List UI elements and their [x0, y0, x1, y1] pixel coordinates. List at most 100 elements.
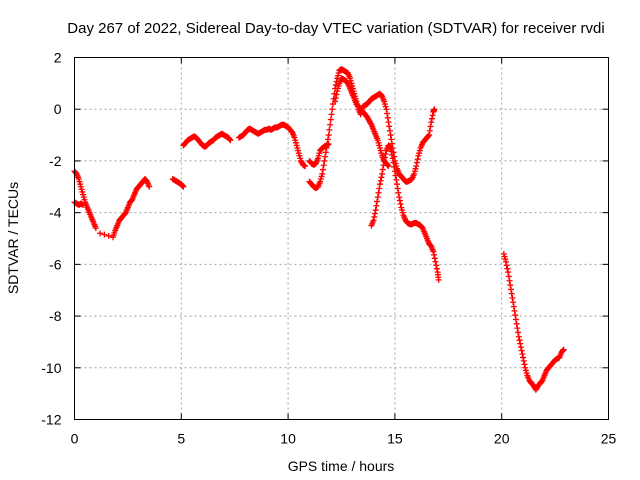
data-point [387, 132, 394, 139]
data-point [376, 181, 383, 188]
data-point [179, 182, 186, 189]
data-point [513, 320, 520, 327]
data-point [519, 350, 526, 357]
data-point [371, 213, 378, 220]
data-point [515, 333, 522, 340]
data-point [332, 82, 339, 89]
data-point [386, 144, 393, 151]
data-point [375, 189, 382, 196]
data-point [426, 127, 433, 134]
data-point [327, 116, 334, 123]
data-point [381, 157, 388, 164]
data-point [521, 361, 528, 368]
data-point [394, 185, 401, 192]
data-point [374, 198, 381, 205]
data-point [392, 172, 399, 179]
data-point [332, 95, 339, 102]
x-tick-labels: 0 5 10 15 20 25 [71, 431, 617, 447]
data-point [435, 276, 442, 283]
data-point [389, 151, 396, 158]
data-series [71, 168, 153, 241]
y-tick-label: -12 [41, 412, 61, 428]
data-point [327, 121, 334, 128]
data-point [382, 151, 389, 158]
data-point [379, 170, 386, 177]
data-point [384, 110, 391, 117]
data-point [377, 177, 384, 184]
data-point [432, 258, 439, 265]
data-point [385, 119, 392, 126]
data-point [371, 210, 378, 217]
data-point [376, 185, 383, 192]
data-point [374, 194, 381, 201]
data-point [413, 159, 420, 166]
data-point [559, 347, 566, 354]
data-point [516, 337, 523, 344]
data-point [321, 157, 328, 164]
data-point [396, 194, 403, 201]
data-point [429, 112, 436, 119]
data-point [319, 170, 326, 177]
data-series [169, 176, 187, 190]
data-point [390, 159, 397, 166]
data-point [328, 111, 335, 118]
data-point [329, 106, 336, 113]
data-point [385, 163, 392, 170]
data-point [389, 155, 396, 162]
x-axis-label: GPS time / hours [288, 458, 395, 474]
chart-title: Day 267 of 2022, Sidereal Day-to-day VTE… [67, 20, 604, 37]
data-point [512, 312, 519, 319]
data-point [505, 269, 512, 276]
data-point [520, 357, 527, 364]
data-point [373, 202, 380, 209]
x-tick-label: 25 [601, 431, 617, 447]
data-point [427, 123, 434, 130]
data-point [387, 145, 394, 151]
data-point [180, 183, 187, 190]
y-tick-label: -6 [49, 256, 62, 272]
data-point [324, 140, 331, 147]
data-point [332, 98, 339, 105]
data-point [514, 325, 521, 332]
data-points [71, 66, 567, 393]
data-point [322, 153, 329, 160]
data-point [431, 251, 438, 258]
data-point [512, 316, 519, 323]
data-point [325, 132, 332, 139]
data-point [326, 126, 333, 133]
data-point [517, 340, 524, 347]
data-point [372, 207, 379, 214]
data-point [515, 329, 522, 336]
data-point [502, 258, 509, 265]
y-tick-label: 0 [54, 101, 62, 117]
data-point [426, 132, 433, 139]
data-point [511, 307, 518, 314]
data-point [425, 132, 432, 139]
x-tick-label: 5 [177, 431, 185, 447]
axis-ticks [74, 57, 609, 420]
x-tick-label: 20 [494, 431, 510, 447]
data-point [97, 230, 104, 237]
data-point [384, 114, 391, 121]
data-series [180, 121, 309, 170]
y-tick-labels: -12 -10 -8 -6 -4 -2 0 2 [41, 50, 61, 428]
data-point [101, 231, 108, 238]
data-point [383, 106, 390, 113]
data-series [306, 66, 438, 192]
data-point [380, 162, 387, 169]
data-point [507, 282, 514, 289]
data-point [379, 166, 386, 173]
plot-frame [74, 57, 609, 420]
data-point [388, 148, 395, 155]
data-point [370, 217, 377, 224]
y-tick-label: -4 [49, 205, 62, 221]
data-point [302, 163, 309, 170]
data-point [388, 136, 395, 143]
data-point [386, 123, 393, 130]
data-point [431, 255, 438, 262]
data-point [503, 262, 510, 269]
data-point [508, 290, 515, 297]
data-point [504, 265, 511, 272]
y-tick-label: 2 [54, 50, 62, 66]
